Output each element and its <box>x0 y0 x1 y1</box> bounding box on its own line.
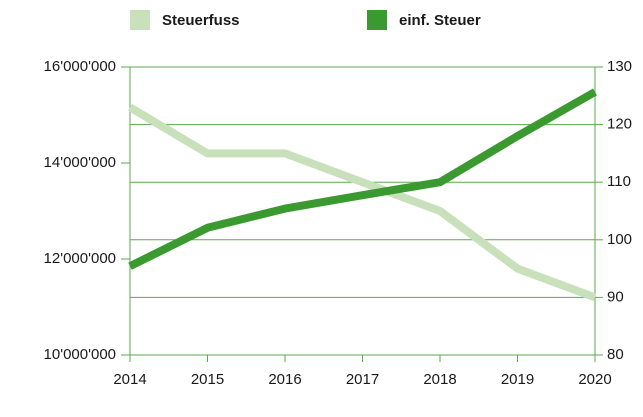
y-tick-label: 16'000'000 <box>44 58 116 75</box>
y2-tick-label: 120 <box>607 116 632 133</box>
legend-label: Steuerfuss <box>162 12 240 29</box>
x-tick-label: 2020 <box>578 371 611 388</box>
x-tick-label: 2014 <box>113 371 146 388</box>
y-tick-label: 12'000'000 <box>44 250 116 267</box>
legend-swatch <box>130 10 150 30</box>
y-tick-label: 10'000'000 <box>44 346 116 363</box>
y2-tick-label: 90 <box>607 288 624 305</box>
x-tick-label: 2017 <box>346 371 379 388</box>
series-line <box>128 88 597 270</box>
y2-tick-label: 110 <box>607 173 631 190</box>
legend-label: einf. Steuer <box>399 12 481 29</box>
legend-swatch <box>367 10 387 30</box>
y2-tick-label: 80 <box>607 346 624 363</box>
series-line <box>127 103 597 302</box>
x-tick-label: 2018 <box>423 371 456 388</box>
x-tick-label: 2015 <box>191 371 224 388</box>
x-tick-label: 2019 <box>501 371 534 388</box>
x-tick-label: 2016 <box>268 371 301 388</box>
y-tick-label: 14'000'000 <box>44 154 116 171</box>
y2-tick-label: 130 <box>607 58 632 75</box>
y2-tick-label: 100 <box>607 231 632 248</box>
